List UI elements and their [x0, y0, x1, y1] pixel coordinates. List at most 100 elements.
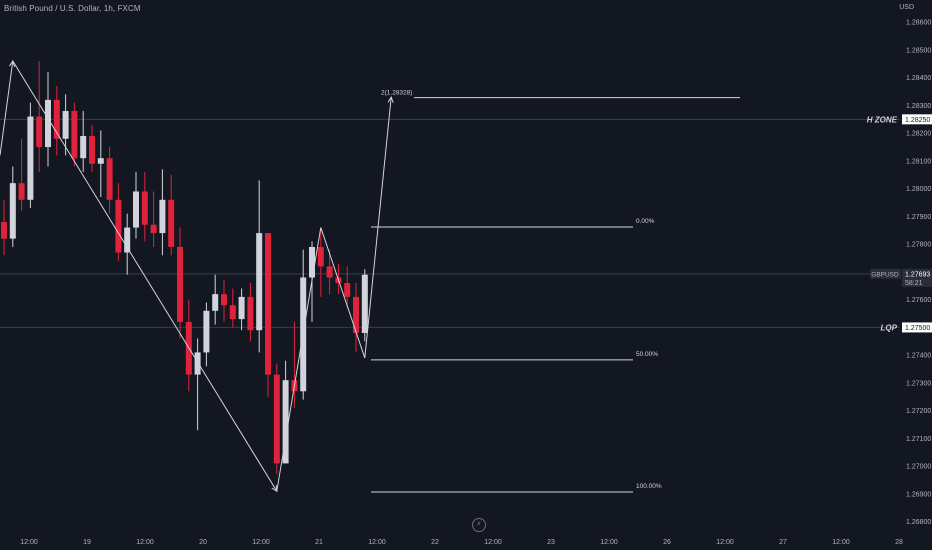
candle-body: [80, 135, 87, 159]
candle-body: [150, 224, 157, 234]
candle-body: [97, 158, 104, 164]
candle-body: [194, 352, 201, 375]
y-tick-label: 1.27400: [906, 353, 931, 360]
candle-body: [282, 380, 289, 464]
candle-body: [115, 199, 122, 253]
zigzag-start: [0, 60, 14, 156]
y-tick-label: 1.27100: [906, 436, 931, 443]
y-tick-label: 1.27800: [906, 242, 931, 249]
y-tick-label: 1.26900: [906, 491, 931, 498]
y-tick-label: 1.27300: [906, 380, 931, 387]
y-tick-label: 1.28500: [906, 47, 931, 54]
candle-body: [9, 183, 16, 239]
candle-body: [309, 246, 315, 278]
y-tick-label: 1.28000: [906, 186, 931, 193]
candle-body: [247, 296, 254, 331]
candle-body: [256, 233, 263, 331]
candle-body: [203, 310, 210, 353]
x-tick-label: 12:00: [252, 539, 270, 546]
candle-body: [353, 296, 359, 333]
candle-body: [168, 199, 175, 247]
x-tick-label: 22: [431, 539, 439, 546]
symbol-tag: GBPUSD: [871, 271, 899, 278]
candle-body: [62, 110, 69, 139]
y-tick-label: 1.27000: [906, 464, 931, 471]
price-axis: 1.26800 1.26900 1.27000 1.27100 1.27200 1.273…: [867, 20, 932, 526]
arrowhead-peak: [9, 59, 16, 67]
level-tag-value: 1.28250: [905, 117, 930, 124]
drawing-layer: 0.00% 50.00% 100.00% 2(1.28328): [0, 59, 740, 493]
x-tick-label: 12:00: [484, 539, 502, 546]
x-tick-label: 20: [199, 539, 207, 546]
level-name-label: LQP: [881, 323, 898, 332]
candle-body: [159, 199, 166, 234]
x-tick-label: 12:00: [20, 539, 38, 546]
x-tick-label: 12:00: [368, 539, 386, 546]
fib-level-label: 100.00%: [636, 483, 662, 490]
candle-layer: [1, 61, 368, 475]
level-name-label: H ZONE: [867, 115, 898, 124]
chart-title: British Pound / U.S. Dollar, 1h, FXCM: [4, 4, 141, 13]
y-tick-label: 1.27900: [906, 214, 931, 221]
candle-body: [106, 158, 113, 200]
y-tick-label: 1.28100: [906, 158, 931, 165]
lightning-icon[interactable]: ⚡: [472, 518, 486, 532]
time-axis: 12:00 19 12:00 20 12:00 21 12:00 22 12:00 23 12:00…: [20, 539, 903, 546]
symbol-tag-bg: [870, 268, 901, 279]
candle-body: [317, 246, 324, 267]
candle-body: [71, 110, 78, 159]
level-tag-bg: [902, 114, 932, 125]
candle-body: [238, 296, 245, 320]
x-tick-label: 12:00: [832, 539, 850, 546]
candle-body: [53, 99, 60, 139]
candle-body: [133, 191, 139, 228]
candle-body: [265, 233, 271, 375]
x-tick-label: 19: [83, 539, 91, 546]
level-tag-bg: [902, 322, 932, 333]
candle-body: [344, 283, 351, 297]
candle-body: [177, 246, 183, 322]
candle-body: [221, 294, 227, 306]
candle-body: [18, 183, 25, 200]
x-tick-label: 12:00: [716, 539, 734, 546]
candle-body: [229, 305, 236, 320]
fib-level-label: 0.00%: [636, 218, 655, 225]
countdown-label: 58:21: [905, 280, 923, 287]
candle-body: [27, 116, 34, 200]
candle-body: [124, 227, 131, 253]
level-tag-value: 1.27500: [905, 325, 930, 332]
y-tick-label: 1.28400: [906, 75, 931, 82]
y-tick-label: 1.28600: [906, 20, 931, 27]
currency-label: USD: [899, 4, 914, 11]
y-tick-label: 1.27200: [906, 408, 931, 415]
x-tick-label: 23: [547, 539, 555, 546]
x-tick-label: 21: [315, 539, 323, 546]
x-tick-label: 27: [779, 539, 787, 546]
grid-layer: [0, 118, 900, 328]
x-tick-label: 12:00: [600, 539, 618, 546]
candle-body: [273, 374, 280, 464]
candle-body: [36, 116, 43, 148]
price-tag-value: 1.27693: [905, 271, 930, 278]
candle-body: [89, 135, 95, 164]
y-tick-label: 1.27600: [906, 297, 931, 304]
candle-body: [326, 266, 333, 278]
candle-body: [1, 221, 7, 239]
x-tick-label: 26: [663, 539, 671, 546]
y-tick-label: 1.26800: [906, 519, 931, 526]
y-tick-label: 1.28200: [906, 131, 931, 138]
target-label: 2(1.28328): [381, 90, 412, 97]
x-tick-label: 28: [895, 539, 903, 546]
arrowhead-down: [271, 485, 278, 493]
candle-body: [141, 191, 148, 225]
price-tag-bg: [902, 268, 932, 287]
y-tick-label: 1.28300: [906, 103, 931, 110]
candle-body: [212, 294, 219, 311]
fib-level-label: 50.00%: [636, 351, 658, 358]
arrowhead-up: [387, 95, 394, 103]
candle-body: [361, 274, 368, 333]
candle-body: [45, 99, 51, 148]
zigzag-path: [12, 60, 392, 493]
x-tick-label: 12:00: [136, 539, 154, 546]
